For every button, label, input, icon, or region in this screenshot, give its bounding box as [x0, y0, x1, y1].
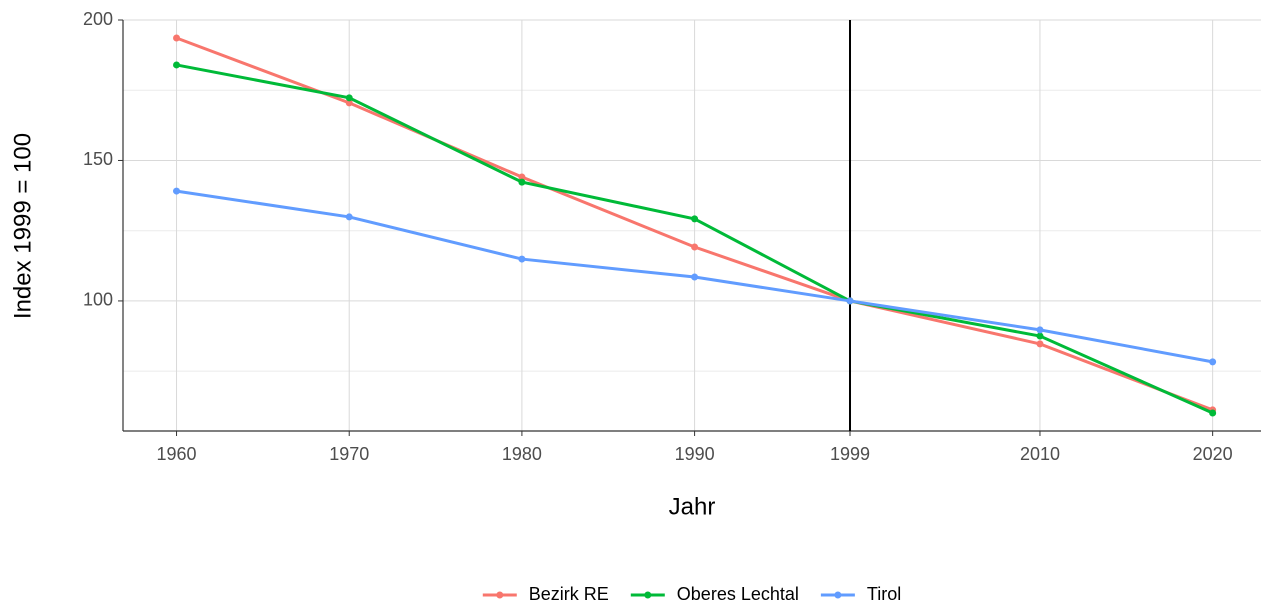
x-tick-label: 2020: [1193, 444, 1233, 464]
point: [173, 34, 181, 42]
legend-key: [496, 591, 504, 599]
legend-key: [834, 591, 842, 599]
x-tick-label: 1980: [502, 444, 542, 464]
point: [518, 255, 526, 263]
legend-label: Tirol: [867, 584, 901, 604]
point: [173, 61, 181, 69]
point: [846, 297, 854, 305]
y-tick-label: 100: [83, 290, 113, 310]
point: [345, 213, 353, 221]
legend-label: Bezirk RE: [529, 584, 609, 604]
legend-label: Oberes Lechtal: [677, 584, 799, 604]
point: [173, 187, 181, 195]
x-tick-label: 2010: [1020, 444, 1060, 464]
y-axis-title: Index 1999 = 100: [9, 133, 36, 319]
point: [518, 173, 526, 181]
x-tick-label: 1999: [830, 444, 870, 464]
x-tick-label: 1990: [675, 444, 715, 464]
point: [518, 178, 526, 186]
point: [691, 273, 699, 281]
point: [1036, 340, 1044, 348]
x-tick-label: 1970: [329, 444, 369, 464]
point: [1209, 358, 1217, 366]
x-axis-title: Jahr: [669, 493, 716, 520]
y-tick-label: 200: [83, 9, 113, 29]
point: [1036, 332, 1044, 340]
legend-key: [644, 591, 652, 599]
point: [1036, 326, 1044, 334]
x-tick-label: 1960: [157, 444, 197, 464]
y-tick-label: 150: [83, 149, 113, 169]
point: [691, 215, 699, 223]
point: [345, 94, 353, 102]
point: [345, 99, 353, 107]
point: [691, 243, 699, 251]
point: [1209, 409, 1217, 417]
legend: Bezirk RE Oberes Lechtal Tirol: [482, 584, 901, 604]
